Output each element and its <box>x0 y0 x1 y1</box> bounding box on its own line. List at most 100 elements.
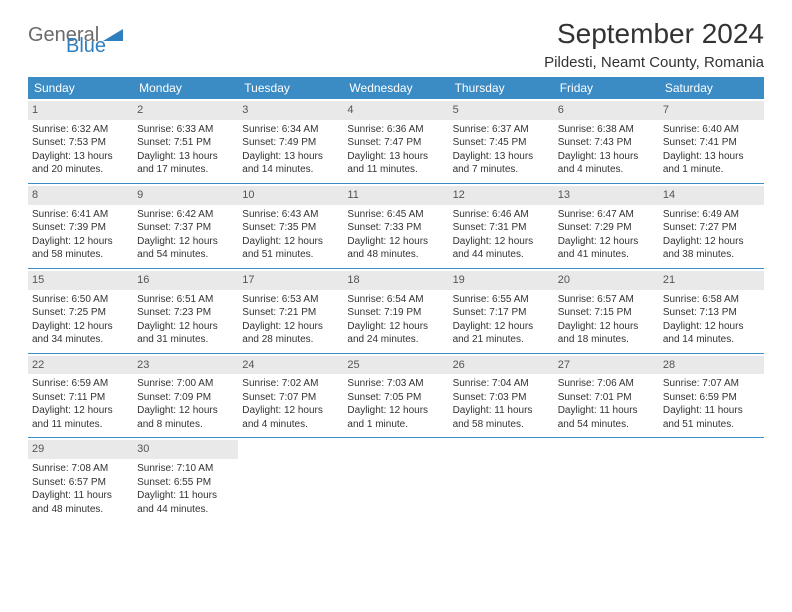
day-number: 19 <box>449 271 554 290</box>
sunset-text: Sunset: 7:49 PM <box>242 136 339 150</box>
calendar-cell: 20Sunrise: 6:57 AMSunset: 7:15 PMDayligh… <box>554 268 659 353</box>
daylight-text: and 34 minutes. <box>32 333 129 347</box>
sunset-text: Sunset: 7:05 PM <box>347 391 444 405</box>
calendar-cell: 21Sunrise: 6:58 AMSunset: 7:13 PMDayligh… <box>659 268 764 353</box>
daylight-text: Daylight: 13 hours <box>663 150 760 164</box>
sunset-text: Sunset: 7:15 PM <box>558 306 655 320</box>
sunset-text: Sunset: 7:35 PM <box>242 221 339 235</box>
day-number: 24 <box>238 356 343 375</box>
sunset-text: Sunset: 7:13 PM <box>663 306 760 320</box>
daylight-text: Daylight: 13 hours <box>347 150 444 164</box>
sunrise-text: Sunrise: 7:04 AM <box>453 377 550 391</box>
calendar-cell: 17Sunrise: 6:53 AMSunset: 7:21 PMDayligh… <box>238 268 343 353</box>
day-number: 3 <box>238 101 343 120</box>
calendar-cell: 24Sunrise: 7:02 AMSunset: 7:07 PMDayligh… <box>238 353 343 438</box>
daylight-text: Daylight: 12 hours <box>242 404 339 418</box>
daylight-text: and 54 minutes. <box>137 248 234 262</box>
sunset-text: Sunset: 7:09 PM <box>137 391 234 405</box>
daylight-text: Daylight: 11 hours <box>32 489 129 503</box>
sunset-text: Sunset: 7:17 PM <box>453 306 550 320</box>
daylight-text: Daylight: 11 hours <box>137 489 234 503</box>
daylight-text: and 31 minutes. <box>137 333 234 347</box>
sunrise-text: Sunrise: 7:07 AM <box>663 377 760 391</box>
day-number: 5 <box>449 101 554 120</box>
daylight-text: and 44 minutes. <box>453 248 550 262</box>
calendar-cell: 9Sunrise: 6:42 AMSunset: 7:37 PMDaylight… <box>133 183 238 268</box>
calendar-cell: 15Sunrise: 6:50 AMSunset: 7:25 PMDayligh… <box>28 268 133 353</box>
day-number: 11 <box>343 186 448 205</box>
daylight-text: and 41 minutes. <box>558 248 655 262</box>
daylight-text: Daylight: 13 hours <box>453 150 550 164</box>
calendar-cell: 19Sunrise: 6:55 AMSunset: 7:17 PMDayligh… <box>449 268 554 353</box>
sunset-text: Sunset: 7:19 PM <box>347 306 444 320</box>
daylight-text: Daylight: 12 hours <box>32 235 129 249</box>
sunset-text: Sunset: 7:45 PM <box>453 136 550 150</box>
daylight-text: Daylight: 12 hours <box>347 320 444 334</box>
day-header: Monday <box>133 77 238 99</box>
sunrise-text: Sunrise: 6:41 AM <box>32 208 129 222</box>
daylight-text: Daylight: 11 hours <box>558 404 655 418</box>
calendar-table: Sunday Monday Tuesday Wednesday Thursday… <box>28 77 764 522</box>
calendar-cell: 6Sunrise: 6:38 AMSunset: 7:43 PMDaylight… <box>554 99 659 183</box>
sunset-text: Sunset: 7:53 PM <box>32 136 129 150</box>
day-number: 23 <box>133 356 238 375</box>
sunrise-text: Sunrise: 6:40 AM <box>663 123 760 137</box>
day-number: 15 <box>28 271 133 290</box>
daylight-text: and 51 minutes. <box>663 418 760 432</box>
logo: General Blue <box>28 18 123 47</box>
sunset-text: Sunset: 7:31 PM <box>453 221 550 235</box>
calendar-cell: 30Sunrise: 7:10 AMSunset: 6:55 PMDayligh… <box>133 438 238 522</box>
day-number: 26 <box>449 356 554 375</box>
calendar-cell: 25Sunrise: 7:03 AMSunset: 7:05 PMDayligh… <box>343 353 448 438</box>
sunrise-text: Sunrise: 6:43 AM <box>242 208 339 222</box>
day-number: 13 <box>554 186 659 205</box>
daylight-text: and 4 minutes. <box>242 418 339 432</box>
calendar-cell: 13Sunrise: 6:47 AMSunset: 7:29 PMDayligh… <box>554 183 659 268</box>
daylight-text: and 20 minutes. <box>32 163 129 177</box>
sunrise-text: Sunrise: 6:50 AM <box>32 293 129 307</box>
calendar-cell: 4Sunrise: 6:36 AMSunset: 7:47 PMDaylight… <box>343 99 448 183</box>
day-number: 30 <box>133 440 238 459</box>
daylight-text: and 21 minutes. <box>453 333 550 347</box>
sunrise-text: Sunrise: 6:57 AM <box>558 293 655 307</box>
calendar-cell: 27Sunrise: 7:06 AMSunset: 7:01 PMDayligh… <box>554 353 659 438</box>
sunset-text: Sunset: 7:11 PM <box>32 391 129 405</box>
calendar-cell: 16Sunrise: 6:51 AMSunset: 7:23 PMDayligh… <box>133 268 238 353</box>
calendar-row: 29Sunrise: 7:08 AMSunset: 6:57 PMDayligh… <box>28 438 764 522</box>
day-header: Saturday <box>659 77 764 99</box>
calendar-cell: 11Sunrise: 6:45 AMSunset: 7:33 PMDayligh… <box>343 183 448 268</box>
month-title: September 2024 <box>544 18 764 50</box>
sunrise-text: Sunrise: 6:32 AM <box>32 123 129 137</box>
sunrise-text: Sunrise: 7:08 AM <box>32 462 129 476</box>
sunrise-text: Sunrise: 6:34 AM <box>242 123 339 137</box>
sunrise-text: Sunrise: 6:55 AM <box>453 293 550 307</box>
day-number: 21 <box>659 271 764 290</box>
calendar-row: 22Sunrise: 6:59 AMSunset: 7:11 PMDayligh… <box>28 353 764 438</box>
sunset-text: Sunset: 7:37 PM <box>137 221 234 235</box>
calendar-cell: . <box>659 438 764 522</box>
sunrise-text: Sunrise: 6:51 AM <box>137 293 234 307</box>
daylight-text: Daylight: 13 hours <box>558 150 655 164</box>
calendar-cell: 29Sunrise: 7:08 AMSunset: 6:57 PMDayligh… <box>28 438 133 522</box>
sunrise-text: Sunrise: 7:03 AM <box>347 377 444 391</box>
day-header: Sunday <box>28 77 133 99</box>
sunrise-text: Sunrise: 6:46 AM <box>453 208 550 222</box>
calendar-row: 15Sunrise: 6:50 AMSunset: 7:25 PMDayligh… <box>28 268 764 353</box>
daylight-text: and 4 minutes. <box>558 163 655 177</box>
title-block: September 2024 Pildesti, Neamt County, R… <box>544 18 764 71</box>
daylight-text: and 1 minute. <box>663 163 760 177</box>
location: Pildesti, Neamt County, Romania <box>544 54 764 71</box>
calendar-cell: . <box>449 438 554 522</box>
daylight-text: Daylight: 12 hours <box>453 235 550 249</box>
day-header: Thursday <box>449 77 554 99</box>
sunset-text: Sunset: 7:29 PM <box>558 221 655 235</box>
sunrise-text: Sunrise: 6:37 AM <box>453 123 550 137</box>
daylight-text: and 28 minutes. <box>242 333 339 347</box>
day-number: 8 <box>28 186 133 205</box>
sunset-text: Sunset: 7:43 PM <box>558 136 655 150</box>
sunset-text: Sunset: 7:07 PM <box>242 391 339 405</box>
day-number: 2 <box>133 101 238 120</box>
day-number: 27 <box>554 356 659 375</box>
daylight-text: Daylight: 11 hours <box>453 404 550 418</box>
day-number: 16 <box>133 271 238 290</box>
